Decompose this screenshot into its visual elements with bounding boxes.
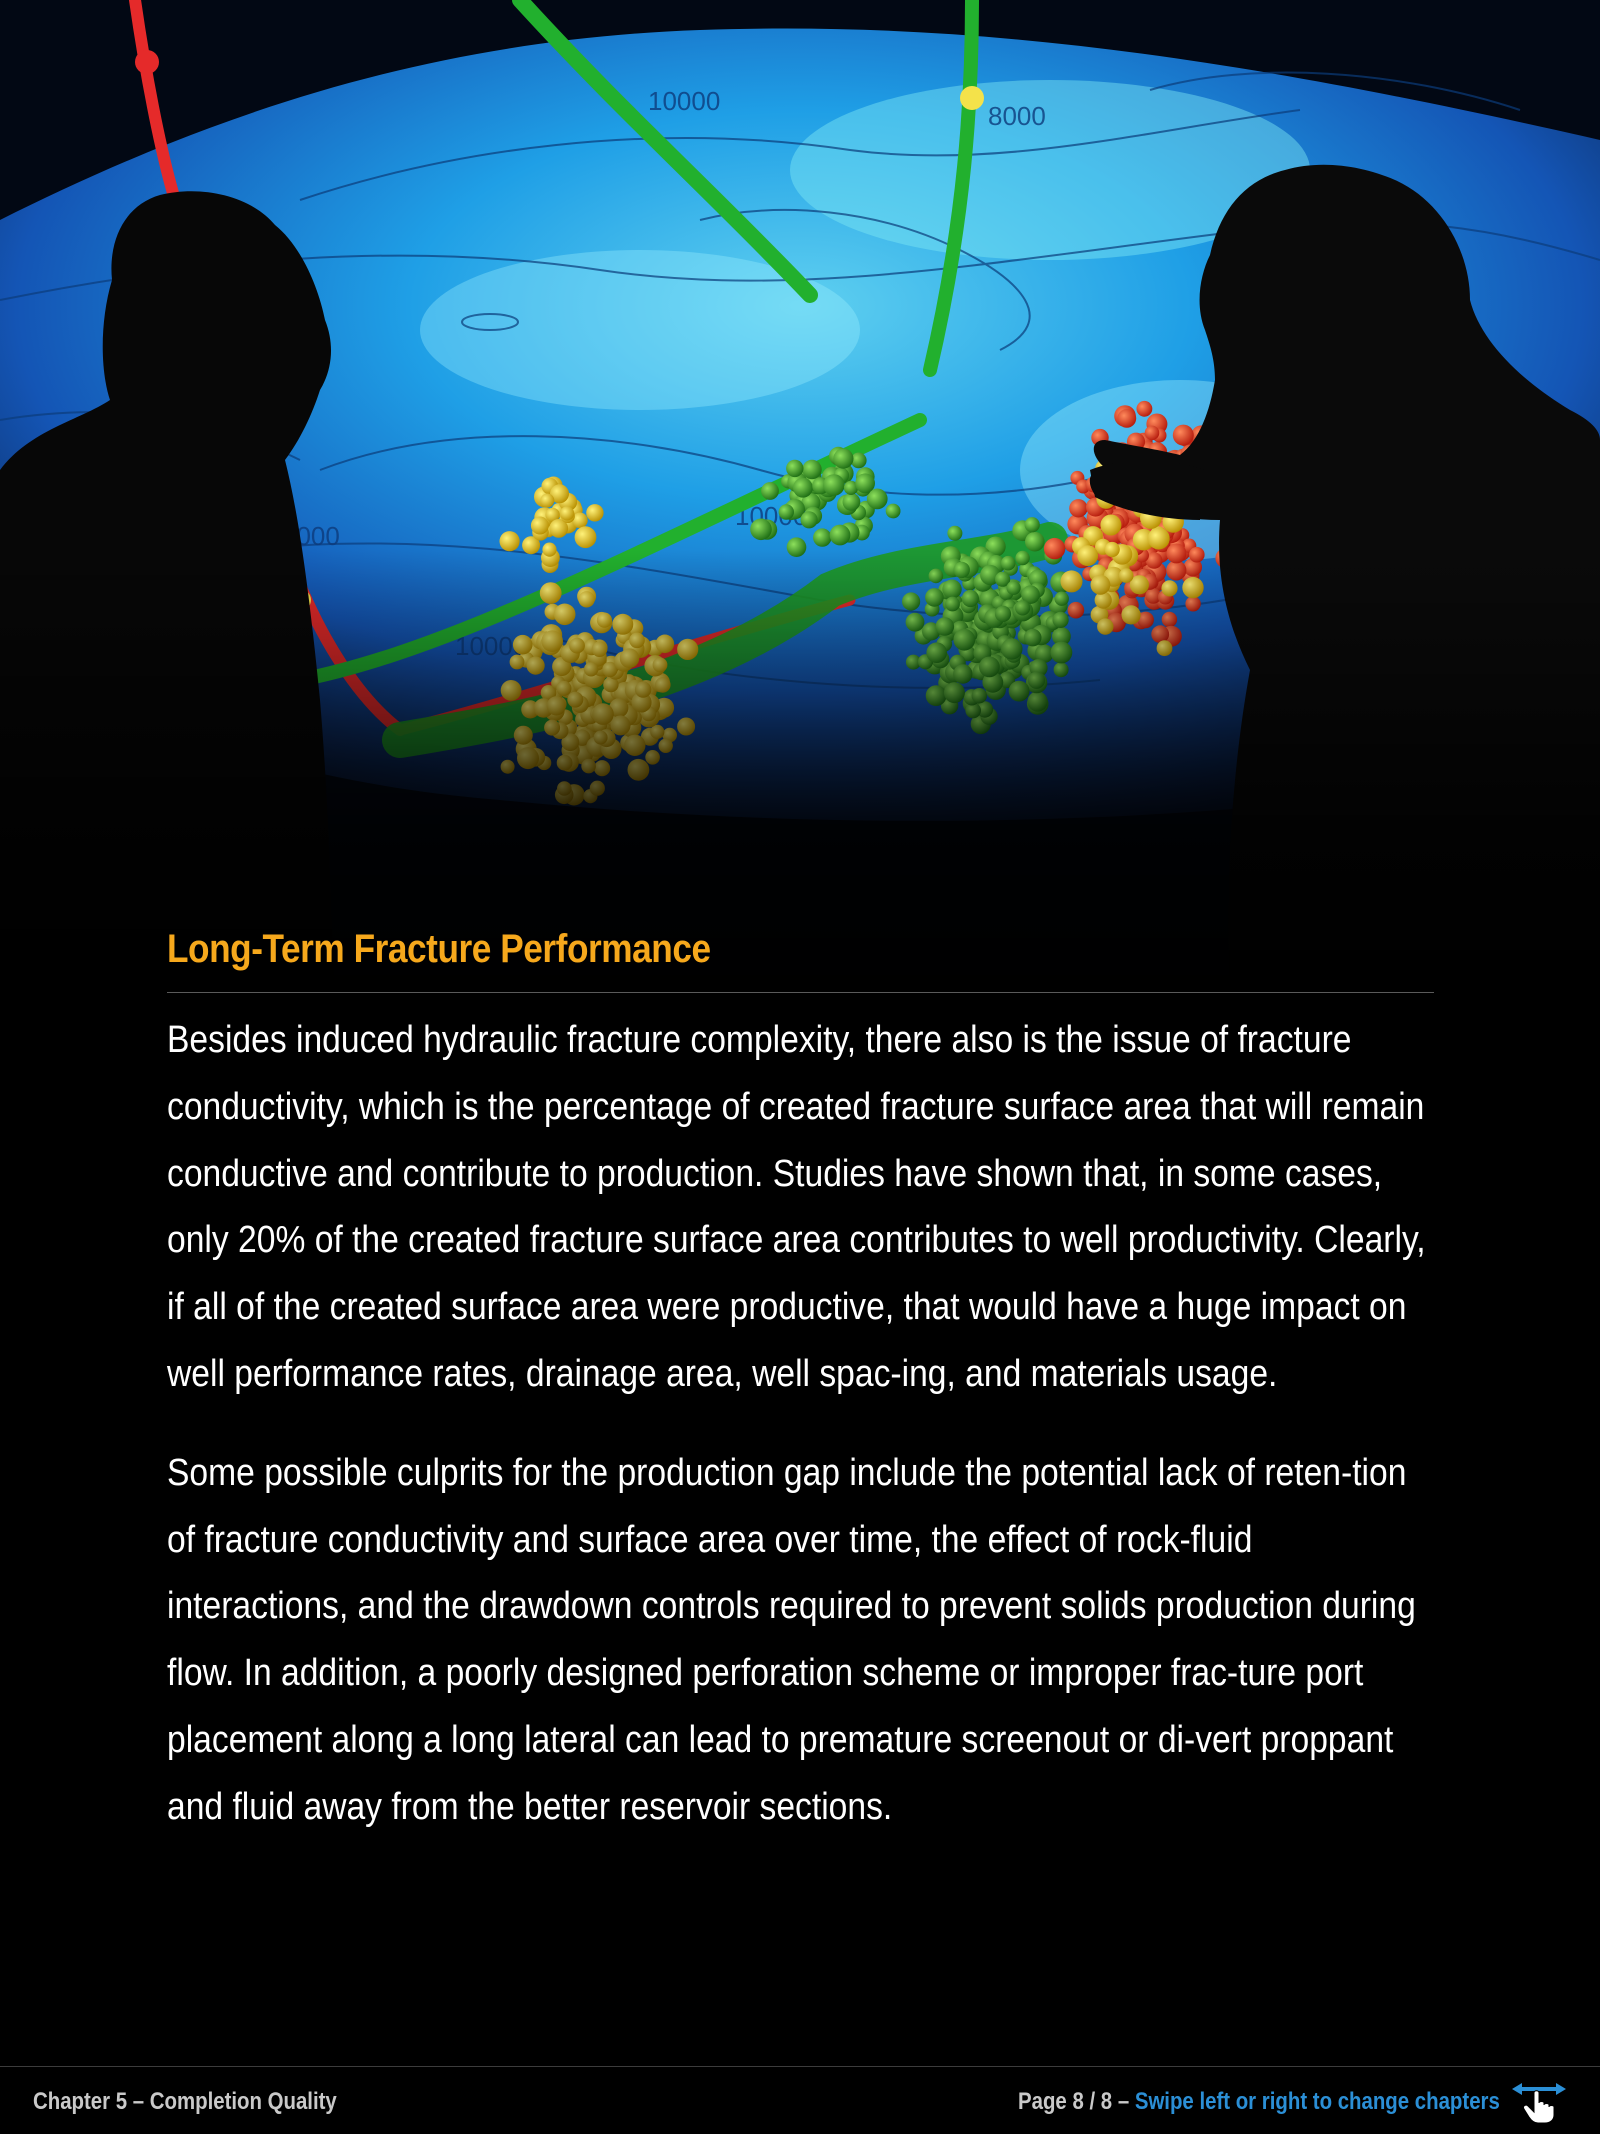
footer-bar: Chapter 5 – Completion Quality Page 8 / …: [0, 2066, 1600, 2134]
section-title: Long-Term Fracture Performance: [167, 927, 711, 971]
chapter-label: Chapter 5 – Completion Quality: [33, 2088, 337, 2115]
page-number: Page 8 / 8: [1018, 2088, 1113, 2115]
body-paragraph: Besides induced hydraulic fracture compl…: [167, 1019, 1426, 1395]
body-paragraph: Some possible culprits for the productio…: [167, 1451, 1416, 1828]
hero-image: 10000 8000 8000 10000 10000: [0, 0, 1600, 1000]
swipe-hand-icon[interactable]: [1508, 2079, 1570, 2123]
article-section: Long-Term Fracture Performance Besides i…: [167, 920, 1434, 1841]
separator: –: [1112, 2088, 1136, 2115]
page-navigation[interactable]: Page 8 / 8 – Swipe left or right to chan…: [1018, 2088, 1500, 2116]
swipe-hint-link[interactable]: Swipe left or right to change chapters: [1135, 2088, 1500, 2115]
microseismic-visualization: 10000 8000 8000 10000 10000: [0, 0, 1600, 1000]
title-divider: [167, 992, 1434, 993]
